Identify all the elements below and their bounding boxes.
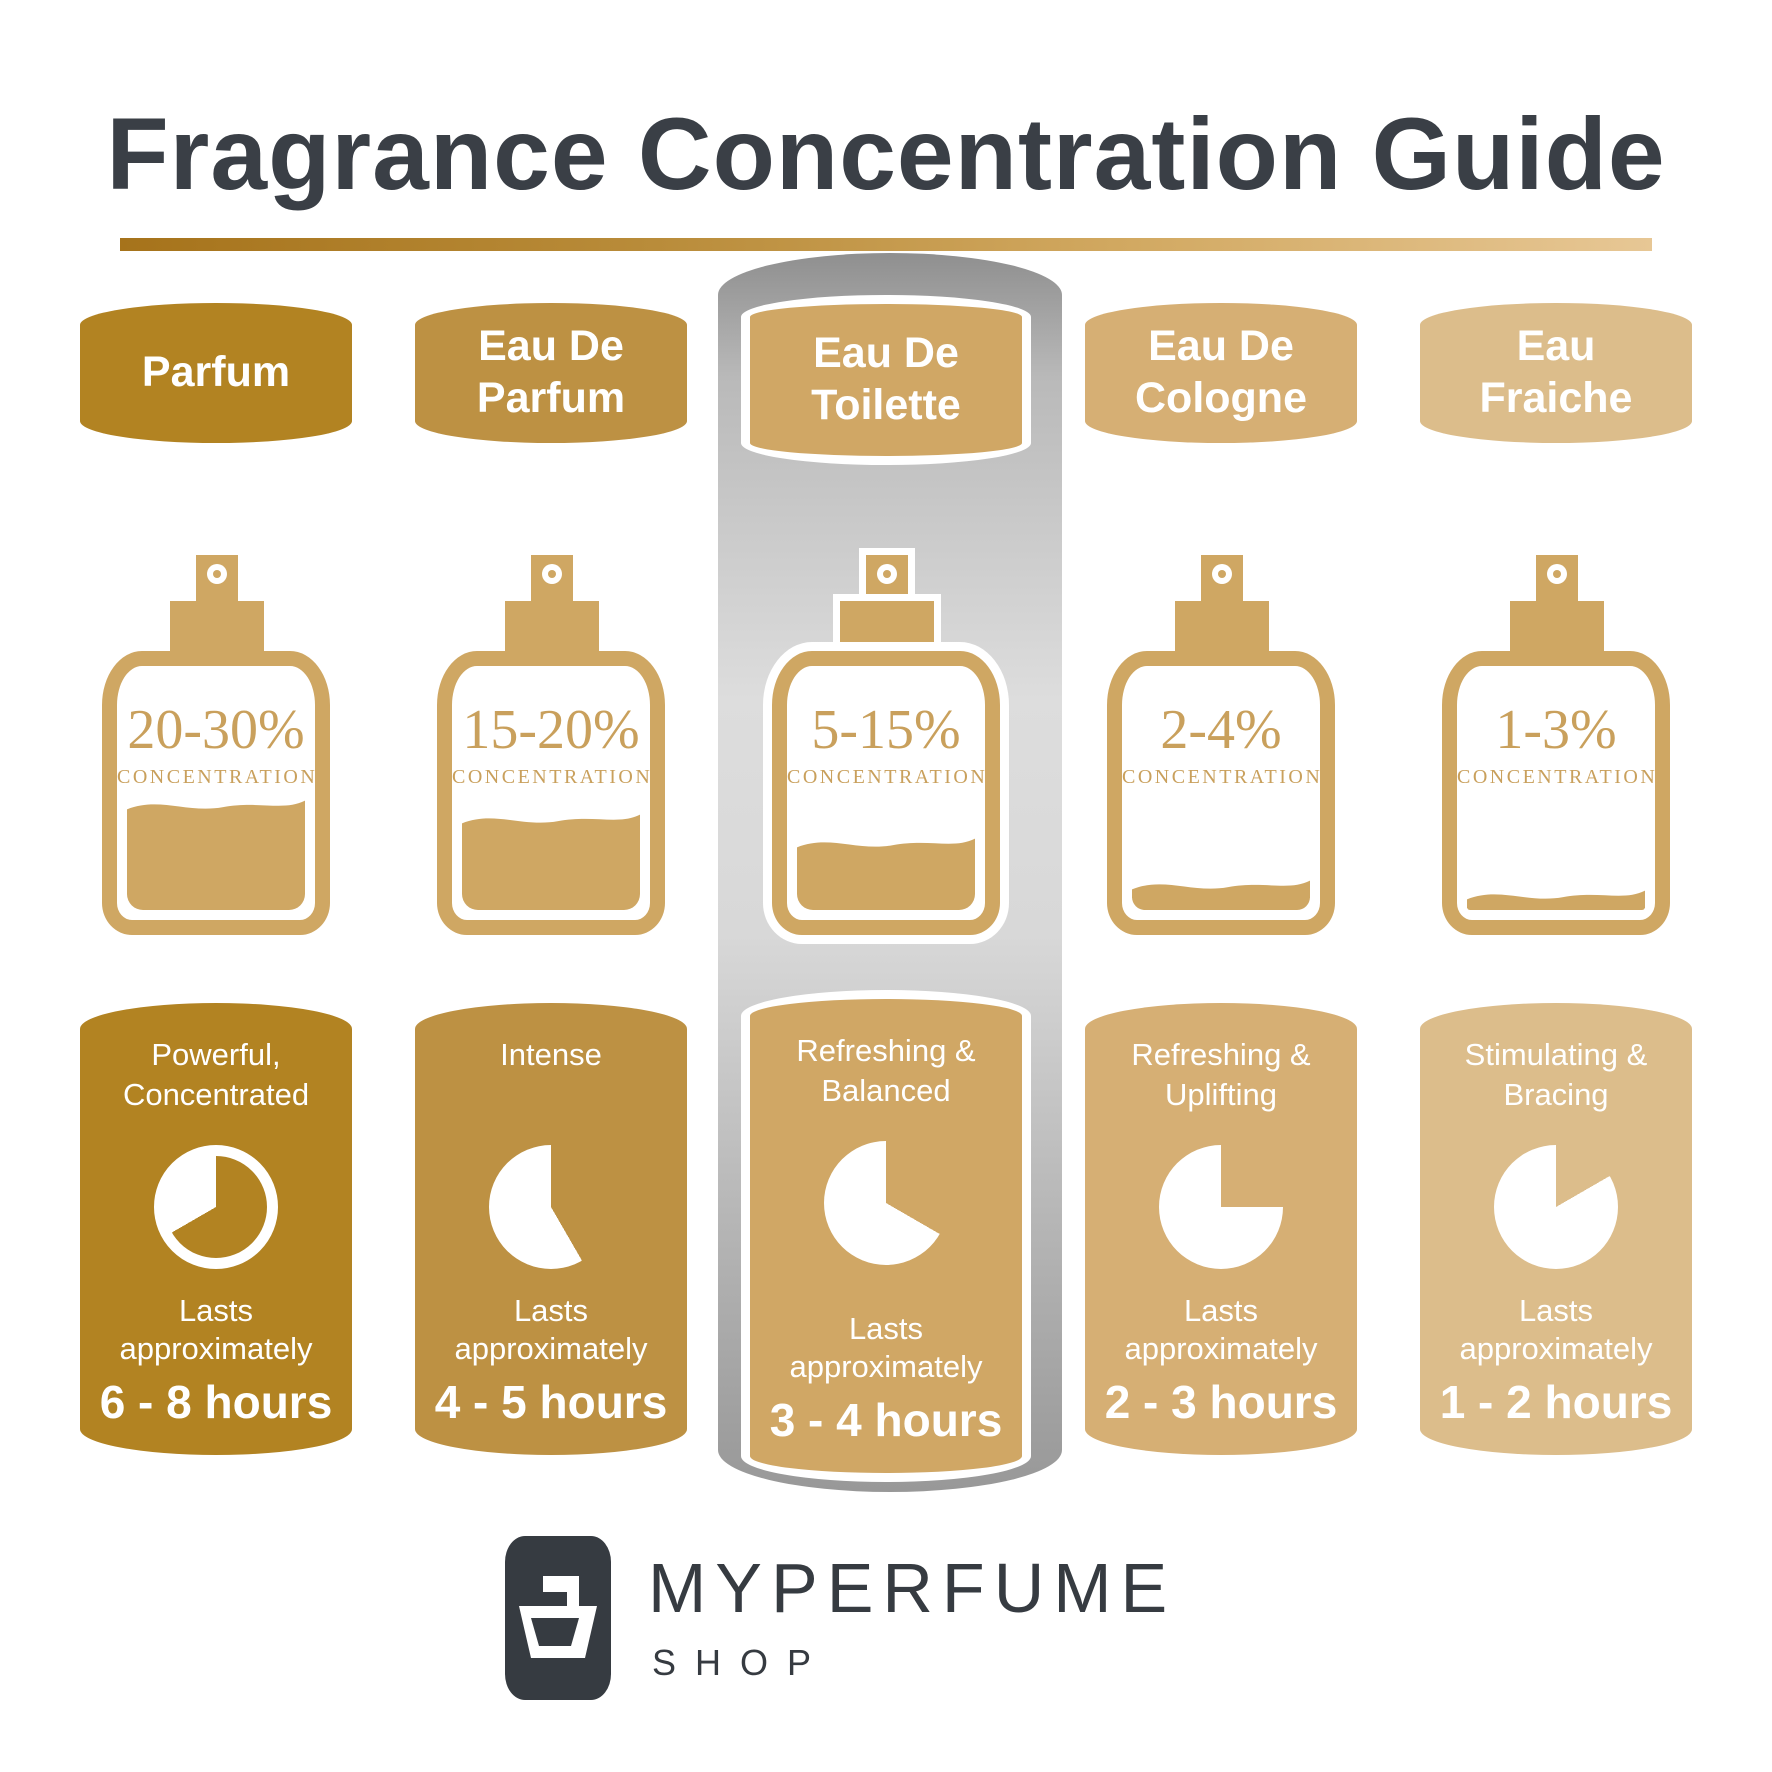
nozzle-hole (1547, 564, 1567, 584)
column-title: Eau De Toilette (811, 329, 961, 429)
concentration-block: 20-30% CONCENTRATION (117, 699, 318, 789)
column-eau-fraiche: Eau Fraiche 1-3% CONCENTRATION Stimulati… (1420, 303, 1692, 1493)
clock-pie-icon (489, 1145, 613, 1269)
spray-nozzle-icon (1201, 555, 1243, 601)
gold-divider (120, 238, 1652, 251)
column-header-badge: Parfum (80, 303, 352, 443)
brand-words: MYPERFUME SHOP (648, 1548, 1176, 1684)
concentration-label: CONCENTRATION (1457, 765, 1658, 788)
perfume-bottle-icon: 5-15% CONCENTRATION (772, 548, 1000, 935)
duration-value: 6 - 8 hours (99, 1376, 333, 1428)
concentration-value: 2-4% (1160, 699, 1282, 761)
column-title: Eau Fraiche (1479, 322, 1633, 422)
brand-mark (505, 1536, 611, 1700)
clock-pie-icon (154, 1145, 278, 1269)
liquid-fill (1132, 872, 1310, 910)
bottle-body: 2-4% CONCENTRATION (1107, 651, 1335, 935)
perfume-bottle-icon: 15-20% CONCENTRATION (437, 555, 665, 935)
column-header-badge: Eau Fraiche (1420, 303, 1692, 443)
column-parfum: Parfum 20-30% CONCENTRATION Powerful, Co… (80, 303, 352, 1493)
bottle-cap (1175, 601, 1269, 651)
column-title: Eau De Cologne (1135, 322, 1307, 422)
bottle-cap (1510, 601, 1604, 651)
concentration-label: CONCENTRATION (452, 765, 653, 788)
nozzle-hole (877, 564, 897, 584)
column-header-badge: Eau De Toilette (741, 295, 1031, 465)
brand-name: MYPERFUME (648, 1549, 1177, 1627)
concentration-block: 5-15% CONCENTRATION (787, 699, 988, 789)
column-title: Parfum (141, 348, 291, 397)
bottle-body: 20-30% CONCENTRATION (102, 651, 330, 935)
nozzle-hole (207, 564, 227, 584)
spray-nozzle-icon (1536, 555, 1578, 601)
info-card: Stimulating & Bracing Lasts approximatel… (1420, 1003, 1692, 1455)
bottle-body: 1-3% CONCENTRATION (1442, 651, 1670, 935)
bottle-body: 15-20% CONCENTRATION (437, 651, 665, 935)
duration-value: 2 - 3 hours (1104, 1376, 1338, 1428)
concentration-label: CONCENTRATION (787, 765, 988, 788)
spray-nozzle-icon (531, 555, 573, 601)
info-card: Refreshing & Uplifting Lasts approximate… (1085, 1003, 1357, 1455)
concentration-block: 15-20% CONCENTRATION (452, 699, 653, 789)
concentration-value: 15-20% (462, 699, 640, 761)
spray-nozzle-icon (196, 555, 238, 601)
brand-logo: MYPERFUME SHOP (0, 1530, 1772, 1730)
column-eau-de-toilette-highlighted: Eau De Toilette 5-15% CONCENTRATION Refr… (741, 295, 1031, 1493)
bottle-cap (505, 601, 599, 651)
concentration-value: 20-30% (127, 699, 305, 761)
card-description: Refreshing & Uplifting (1131, 1037, 1311, 1113)
nozzle-hole (542, 564, 562, 584)
card-description: Stimulating & Bracing (1464, 1037, 1648, 1113)
duration-value: 1 - 2 hours (1439, 1376, 1673, 1428)
duration-value: 4 - 5 hours (434, 1376, 668, 1428)
column-eau-de-cologne: Eau De Cologne 2-4% CONCENTRATION Refres… (1085, 303, 1357, 1493)
bottle-body: 5-15% CONCENTRATION (772, 651, 1000, 935)
column-title: Eau De Parfum (476, 322, 626, 422)
bottle-cap (170, 601, 264, 651)
concentration-block: 2-4% CONCENTRATION (1122, 699, 1323, 789)
perfume-bottle-logo-icon (519, 1576, 597, 1658)
info-card: Refreshing & Balanced Lasts approximatel… (741, 990, 1031, 1482)
concentration-value: 1-3% (1495, 699, 1617, 761)
info-card: Powerful, Concentrated Lasts approximate… (80, 1003, 352, 1455)
liquid-fill (462, 806, 640, 910)
perfume-bottle-icon: 2-4% CONCENTRATION (1107, 555, 1335, 935)
lasts-label: Lasts approximately (119, 1292, 313, 1367)
liquid-fill (797, 830, 975, 910)
column-eau-de-parfum: Eau De Parfum 15-20% CONCENTRATION Inten… (415, 303, 687, 1493)
lasts-label: Lasts approximately (454, 1292, 648, 1367)
info-card: Intense Lasts approximately 4 - 5 hours (415, 1003, 687, 1455)
column-header-badge: Eau De Parfum (415, 303, 687, 443)
clock-pie-icon (1494, 1145, 1618, 1269)
concentration-label: CONCENTRATION (117, 765, 318, 788)
page-title: Fragrance Concentration Guide (106, 97, 1666, 211)
liquid-fill (1467, 882, 1645, 910)
brand-subtitle: SHOP (652, 1642, 831, 1683)
card-description: Refreshing & Balanced (796, 1033, 976, 1109)
nozzle-hole (1212, 564, 1232, 584)
concentration-block: 1-3% CONCENTRATION (1457, 699, 1658, 789)
clock-pie-icon (824, 1141, 948, 1265)
perfume-bottle-icon: 20-30% CONCENTRATION (102, 555, 330, 935)
duration-value: 3 - 4 hours (769, 1394, 1003, 1446)
bottle-cap (833, 594, 941, 658)
lasts-label: Lasts approximately (1459, 1292, 1653, 1367)
card-description: Powerful, Concentrated (122, 1037, 310, 1113)
concentration-label: CONCENTRATION (1122, 765, 1323, 788)
clock-pie-icon (1159, 1145, 1283, 1269)
lasts-label: Lasts approximately (1124, 1292, 1318, 1367)
card-description: Intense (500, 1037, 602, 1072)
concentration-value: 5-15% (811, 699, 961, 761)
lasts-label: Lasts approximately (789, 1310, 983, 1385)
liquid-fill (127, 792, 305, 910)
column-header-badge: Eau De Cologne (1085, 303, 1357, 443)
perfume-bottle-icon: 1-3% CONCENTRATION (1442, 555, 1670, 935)
